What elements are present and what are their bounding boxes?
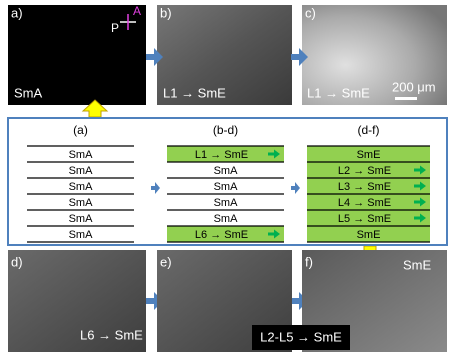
layer-label: SmA — [214, 213, 239, 225]
image-d — [8, 250, 146, 352]
layer-label: SmA — [214, 181, 239, 193]
panel-label: d) — [11, 254, 23, 269]
column-header: (a) — [73, 123, 88, 137]
layer-arrow — [268, 149, 280, 159]
layer-label: SmA — [214, 165, 239, 177]
layer-fill — [307, 210, 430, 226]
layer-label: L1 → SmE — [195, 149, 248, 161]
layer-label: SmA — [69, 229, 94, 241]
caption-box — [252, 325, 350, 350]
layer-label: SmA — [214, 197, 239, 209]
panel-label: a) — [11, 5, 23, 20]
layer-label: L2 → SmE — [338, 165, 391, 177]
scale-label: 200 μm — [392, 79, 436, 94]
diagram: (a) SmA SmA SmA SmA SmA SmA (b-d) L1 → SmE SmA SmA… — [27, 123, 430, 243]
layer-label: SmE — [357, 229, 381, 241]
layer-fill — [307, 178, 430, 194]
panel-label: c) — [305, 5, 316, 20]
layer-label: L4 → SmE — [338, 197, 391, 209]
scale-bar — [395, 97, 417, 100]
arrow — [146, 292, 163, 310]
arrow — [291, 48, 308, 66]
layer-label: L6 → SmE — [195, 229, 248, 241]
layer-arrow — [414, 213, 426, 223]
layer-arrow — [414, 197, 426, 207]
panel-label: f) — [305, 254, 313, 269]
panel-label: b) — [160, 5, 172, 20]
layer-fill — [167, 226, 284, 242]
caption: L1 → SmE — [307, 85, 370, 100]
layer-label: L5 → SmE — [338, 213, 391, 225]
layer-label: SmE — [357, 149, 381, 161]
a-label: A — [133, 4, 141, 18]
layer-label: SmA — [69, 149, 94, 161]
arrow — [151, 182, 160, 194]
caption: L1 → SmE — [163, 85, 226, 100]
column-header: (b-d) — [213, 123, 238, 137]
arrow — [146, 48, 163, 66]
polarizer-icon: P A — [111, 4, 141, 35]
layer-label: SmA — [69, 213, 94, 225]
caption: L2-L5 → SmE — [260, 329, 342, 344]
layer-fill — [307, 146, 430, 162]
layer-fill — [167, 146, 284, 162]
layer-label: L3 → SmE — [338, 181, 391, 193]
layer-fill — [307, 226, 430, 242]
arrow-up — [81, 99, 109, 118]
layer-label: SmA — [69, 181, 94, 193]
layer-label: SmA — [69, 197, 94, 209]
arrow — [291, 292, 308, 310]
arrow — [291, 182, 300, 194]
layer-arrow — [414, 165, 426, 175]
layer-arrow — [268, 229, 280, 239]
image-b — [157, 5, 292, 105]
panel-label: e) — [160, 254, 172, 269]
layer-fill — [307, 162, 430, 178]
p-label: P — [111, 21, 119, 35]
layer-arrow — [414, 181, 426, 191]
column-header: (d-f) — [358, 123, 380, 137]
image-c — [302, 5, 447, 105]
caption: L6 → SmE — [80, 327, 143, 342]
layer-label: SmA — [69, 165, 94, 177]
layer-fill — [307, 194, 430, 210]
caption: SmA — [14, 85, 43, 100]
caption: SmE — [403, 257, 432, 272]
